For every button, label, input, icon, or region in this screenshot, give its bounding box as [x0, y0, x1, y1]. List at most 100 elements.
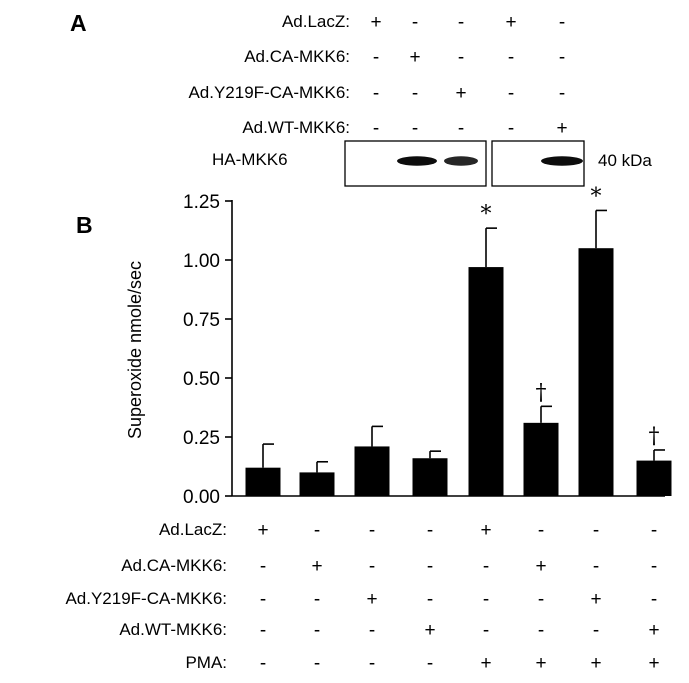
significance-marker: *	[591, 184, 602, 209]
y-axis-label: Superoxide nmole/sec	[125, 261, 145, 439]
panel-a-sign: -	[373, 47, 379, 68]
panel-b-sign: +	[535, 653, 546, 674]
panel-b: B Superoxide nmole/sec 0.00 0.25 0.50 0.75 1…	[65, 184, 672, 674]
panel-b-sign: -	[427, 653, 433, 674]
panel-a-sign: -	[508, 83, 514, 104]
blot-band	[541, 156, 583, 166]
panel-a-treatment-label: Ad.Y219F-CA-MKK6:	[188, 83, 350, 102]
panel-a-sign: -	[373, 118, 379, 139]
y-tick-label: 0.75	[183, 310, 220, 331]
panel-b-sign: -	[427, 520, 433, 541]
panel-b-sign: -	[260, 589, 266, 610]
blot-bands	[397, 156, 583, 166]
panel-b-sign: -	[483, 556, 489, 577]
significance-marker: †	[536, 380, 547, 405]
panel-b-sign: -	[314, 520, 320, 541]
panel-b-sign: +	[590, 589, 601, 610]
bar	[245, 467, 281, 496]
bar	[578, 248, 614, 496]
y-tick-label: 1.00	[183, 251, 220, 272]
panel-b-sign: -	[538, 520, 544, 541]
western-blot: HA-MKK6 40 kDa	[212, 140, 652, 187]
bar	[523, 422, 559, 496]
panel-b-sign: -	[369, 556, 375, 577]
blot-size-label: 40 kDa	[598, 151, 652, 170]
panel-a-sign: -	[412, 83, 418, 104]
panel-a-sign: -	[412, 118, 418, 139]
panel-b-sign: -	[651, 589, 657, 610]
panel-b-sign: -	[314, 620, 320, 641]
panel-b-sign: +	[257, 520, 268, 541]
panel-b-sign: -	[538, 589, 544, 610]
bar	[636, 460, 672, 496]
panel-b-sign: -	[427, 589, 433, 610]
panel-a-treatment-label: Ad.WT-MKK6:	[242, 118, 350, 137]
y-tick-label: 0.00	[183, 487, 220, 508]
panel-b-sign: -	[260, 620, 266, 641]
panel-a: A Ad.LacZ: + - - + - Ad.CA-MKK6: - + - - - Ad.Y219F-…	[70, 10, 652, 187]
bar-series: * † * †	[245, 184, 672, 496]
panel-b-sign: -	[483, 620, 489, 641]
panel-b-treatment-label: Ad.CA-MKK6:	[121, 556, 227, 575]
panel-b-sign: +	[535, 556, 546, 577]
panel-a-treatment-table: Ad.LacZ: + - - + - Ad.CA-MKK6: - + - - - Ad.Y219F-CA…	[188, 12, 567, 139]
panel-a-sign: +	[455, 83, 466, 104]
panel-b-sign: -	[427, 556, 433, 577]
blot-band	[444, 156, 478, 166]
panel-a-sign: +	[370, 12, 381, 33]
panel-a-sign: -	[559, 12, 565, 33]
blot-protein-label: HA-MKK6	[212, 150, 288, 169]
significance-marker: *	[481, 202, 492, 227]
panel-b-sign: -	[651, 520, 657, 541]
panel-a-sign: -	[559, 83, 565, 104]
panel-a-sign: +	[505, 12, 516, 33]
panel-b-sign: +	[311, 556, 322, 577]
panel-b-sign: -	[483, 589, 489, 610]
panel-b-sign: -	[314, 653, 320, 674]
panel-b-sign: +	[366, 589, 377, 610]
y-tick-label: 1.25	[183, 192, 220, 213]
panel-a-sign: -	[559, 47, 565, 68]
panel-a-sign: +	[409, 47, 420, 68]
panel-b-sign: +	[480, 520, 491, 541]
panel-b-treatment-table: Ad.LacZ: + - - - + - - - Ad.CA-MKK6: - + - - - + - - Ad.Y2…	[65, 520, 659, 674]
panel-a-sign: -	[458, 12, 464, 33]
panel-a-sign: -	[458, 47, 464, 68]
panel-b-sign: +	[648, 620, 659, 641]
panel-b-sign: -	[538, 620, 544, 641]
panel-a-treatment-label: Ad.CA-MKK6:	[244, 47, 350, 66]
panel-b-sign: -	[260, 653, 266, 674]
panel-a-treatment-label: Ad.LacZ:	[282, 12, 350, 31]
panel-b-sign: -	[593, 520, 599, 541]
panel-a-sign: -	[412, 12, 418, 33]
panel-b-sign: -	[369, 620, 375, 641]
y-tick-label: 0.50	[183, 369, 220, 390]
panel-b-sign: -	[369, 653, 375, 674]
panel-a-sign: -	[373, 83, 379, 104]
panel-b-sign: -	[314, 589, 320, 610]
panel-a-sign: -	[508, 118, 514, 139]
bar	[468, 267, 504, 496]
panel-b-sign: +	[648, 653, 659, 674]
panel-a-sign: -	[458, 118, 464, 139]
panel-b-sign: -	[369, 520, 375, 541]
panel-b-sign: -	[593, 556, 599, 577]
significance-marker: †	[649, 424, 660, 449]
panel-b-sign: +	[480, 653, 491, 674]
panel-a-sign: +	[556, 118, 567, 139]
panel-b-sign: -	[593, 620, 599, 641]
bar	[299, 472, 335, 496]
panel-a-sign: -	[508, 47, 514, 68]
panel-b-letter: B	[76, 212, 93, 238]
panel-b-treatment-label: PMA:	[185, 653, 227, 672]
y-tick-label: 0.25	[183, 428, 220, 449]
panel-b-treatment-label: Ad.LacZ:	[159, 520, 227, 539]
bar	[354, 446, 390, 496]
panel-b-sign: -	[651, 556, 657, 577]
blot-band	[397, 156, 437, 166]
panel-b-sign: +	[424, 620, 435, 641]
panel-b-treatment-label: Ad.WT-MKK6:	[119, 620, 227, 639]
panel-a-letter: A	[70, 10, 87, 36]
panel-b-treatment-label: Ad.Y219F-CA-MKK6:	[65, 589, 227, 608]
